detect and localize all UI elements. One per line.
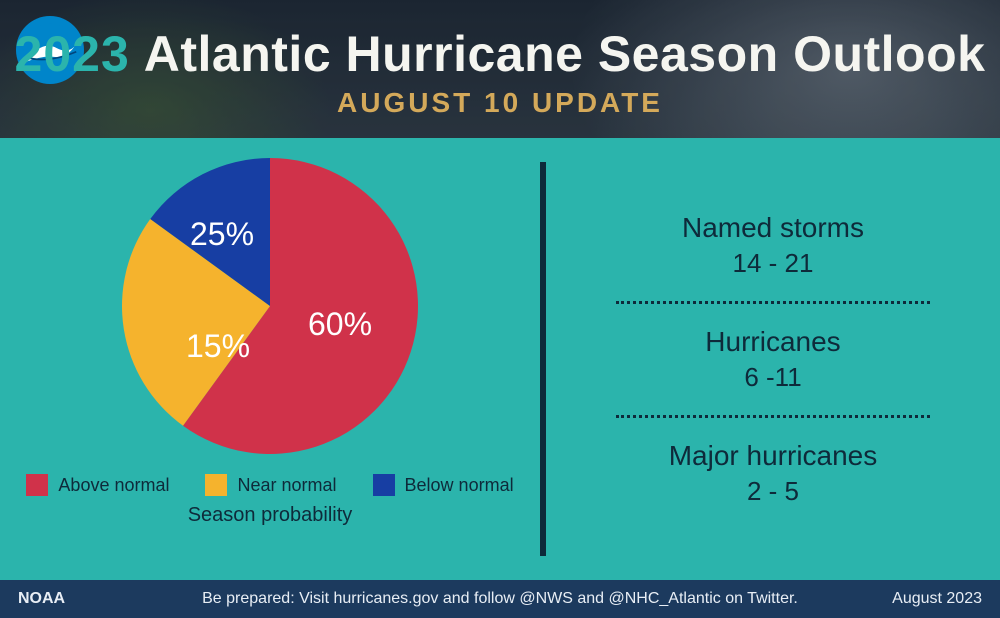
- stats-section: Named storms 14 - 21 Hurricanes 6 -11 Major …: [546, 138, 1000, 580]
- stat-block: Named storms 14 - 21: [606, 212, 940, 279]
- legend-swatch: [205, 474, 227, 496]
- infographic-root: 2023 Atlantic Hurricane Season Outlook A…: [0, 0, 1000, 618]
- stat-title: Hurricanes: [606, 326, 940, 358]
- stat-divider: [616, 415, 930, 418]
- stat-value: 2 - 5: [606, 476, 940, 507]
- pie-svg: [120, 156, 420, 456]
- title-year: 2023: [15, 25, 130, 83]
- stat-title: Named storms: [606, 212, 940, 244]
- legend-item: Below normal: [373, 474, 514, 496]
- footer-bar: NOAA Be prepared: Visit hurricanes.gov a…: [0, 580, 1000, 618]
- stat-value: 14 - 21: [606, 248, 940, 279]
- stat-title: Major hurricanes: [606, 440, 940, 472]
- pie-chart: 60% 25% 15%: [120, 156, 420, 456]
- pie-slice-percent: 60%: [308, 306, 372, 343]
- stat-block: Major hurricanes 2 - 5: [606, 440, 940, 507]
- legend-item: Above normal: [26, 474, 169, 496]
- legend-label: Above normal: [58, 475, 169, 496]
- header-title-row: 2023 Atlantic Hurricane Season Outlook: [15, 25, 986, 83]
- footer-date: August 2023: [862, 590, 982, 608]
- legend-item: Near normal: [205, 474, 336, 496]
- stat-value: 6 -11: [606, 362, 940, 393]
- pie-legend: Above normal Near normal Below normal: [26, 474, 513, 496]
- pie-caption: Season probability: [188, 504, 353, 527]
- pie-slice-percent: 15%: [186, 328, 250, 365]
- header-subtitle: AUGUST 10 UPDATE: [337, 87, 663, 119]
- legend-label: Near normal: [237, 475, 336, 496]
- pie-slice-percent: 25%: [190, 216, 254, 253]
- stat-block: Hurricanes 6 -11: [606, 326, 940, 393]
- legend-label: Below normal: [405, 475, 514, 496]
- legend-swatch: [373, 474, 395, 496]
- footer-message: Be prepared: Visit hurricanes.gov and fo…: [138, 590, 862, 608]
- body-panel: 60% 25% 15% Above normal Near normal Below n…: [0, 138, 1000, 580]
- header-banner: 2023 Atlantic Hurricane Season Outlook A…: [0, 0, 1000, 138]
- title-main: Atlantic Hurricane Season Outlook: [144, 25, 986, 83]
- legend-swatch: [26, 474, 48, 496]
- stat-divider: [616, 301, 930, 304]
- pie-section: 60% 25% 15% Above normal Near normal Below n…: [0, 138, 540, 580]
- footer-org: NOAA: [18, 590, 138, 608]
